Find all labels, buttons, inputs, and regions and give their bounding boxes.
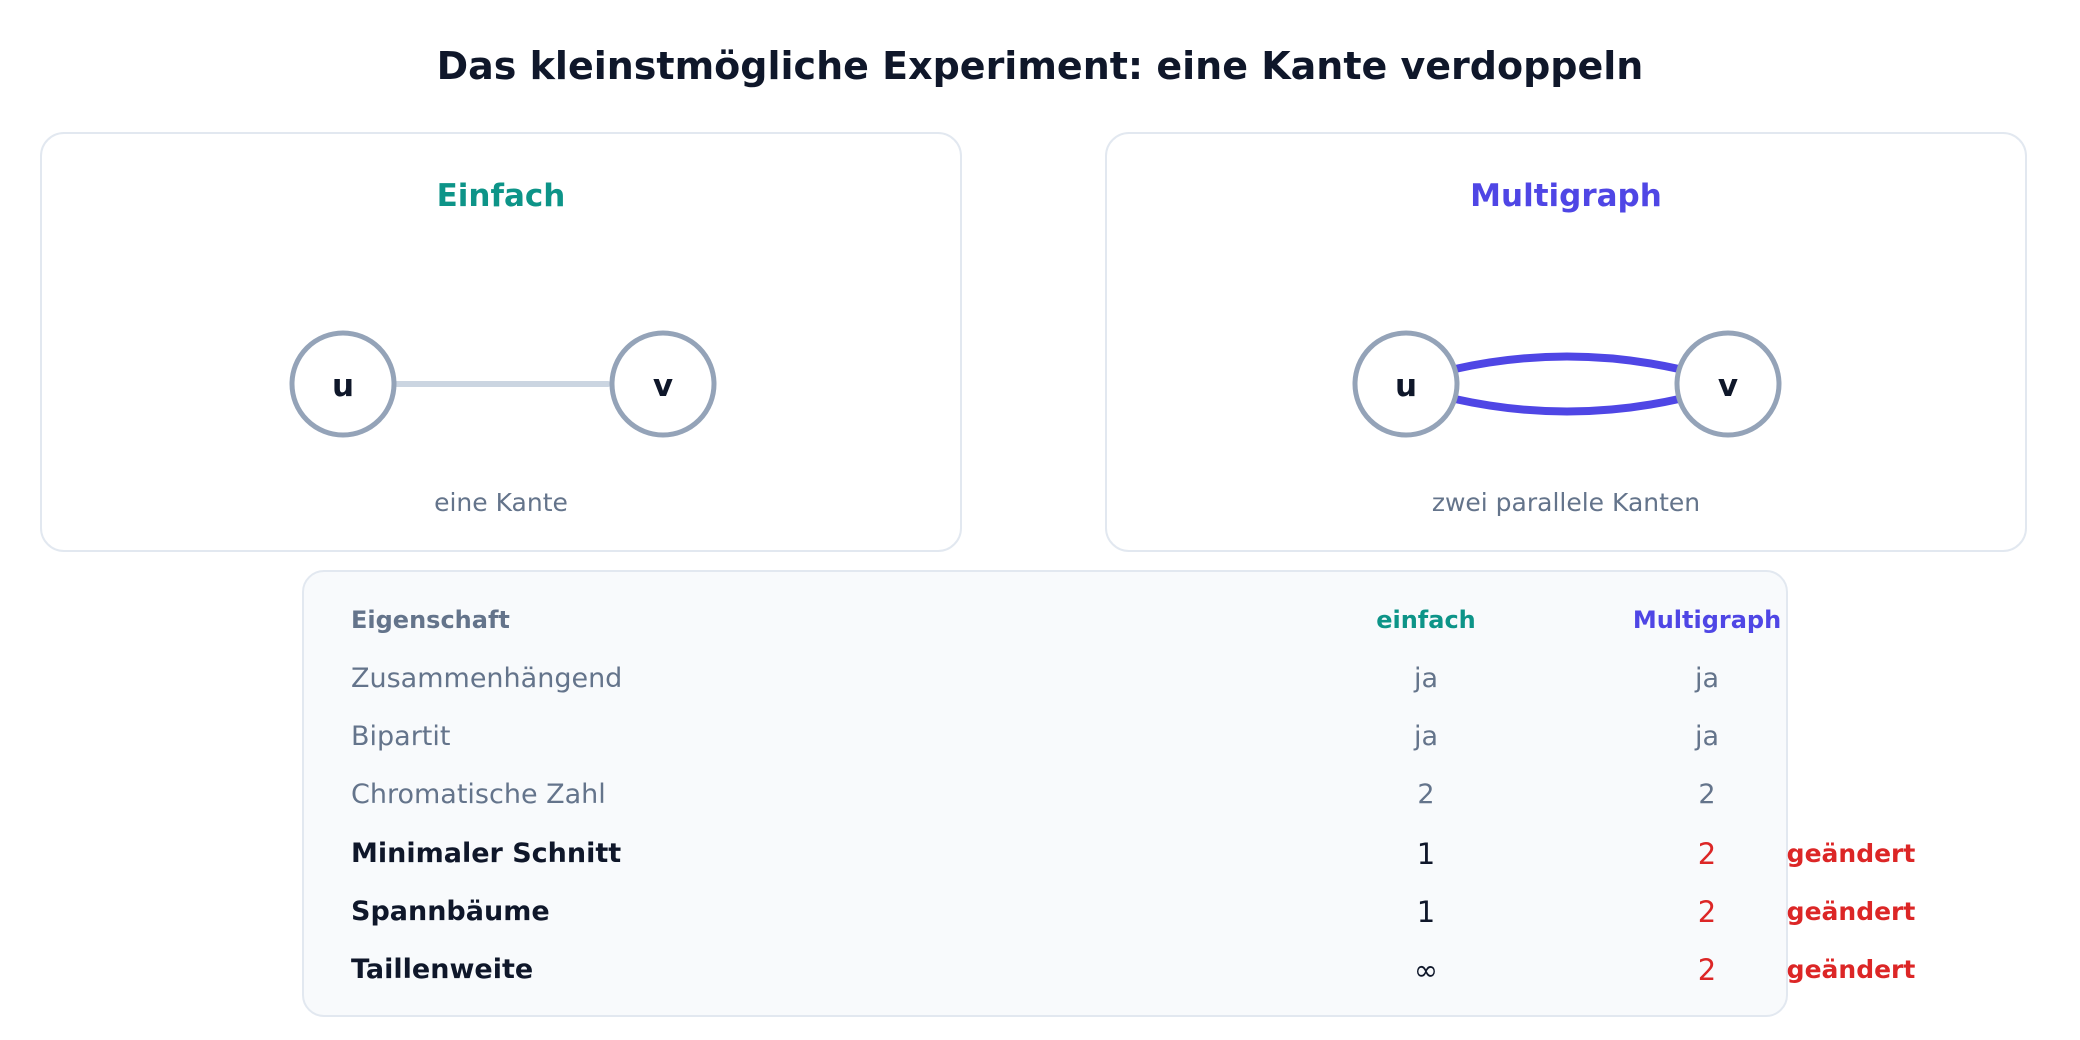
changed-badge: geändert xyxy=(1786,839,1916,868)
changed-badge: geändert xyxy=(1786,897,1916,926)
table-row: Minimaler Schnitt 1 2 geändert xyxy=(304,834,1915,874)
comparison-table: Eigenschaft einfach Multigraph Zusammenh… xyxy=(302,570,1915,1017)
row-simple-value: 2 xyxy=(1417,779,1435,810)
row-property: Taillenweite xyxy=(351,954,534,985)
multi-edge-upper xyxy=(1451,352,1683,373)
header-simple: einfach xyxy=(1376,606,1476,634)
simple-node-u-label: u xyxy=(332,368,354,404)
table-row: Zusammenhängend ja ja xyxy=(304,659,1786,699)
row-multi-value: ja xyxy=(1694,721,1720,752)
row-property: Bipartit xyxy=(351,721,451,752)
simple-panel-title: Einfach xyxy=(436,178,566,214)
simple-node-v: v xyxy=(609,330,717,438)
multigraph-caption: zwei parallele Kanten xyxy=(1431,488,1701,517)
row-property: Spannbäume xyxy=(351,896,550,927)
row-property: Chromatische Zahl xyxy=(351,779,606,810)
row-simple-value: 1 xyxy=(1416,837,1436,871)
multi-node-v-label: v xyxy=(1718,368,1738,404)
row-multi-value: 2 xyxy=(1697,953,1717,987)
row-simple-value: ja xyxy=(1413,663,1439,694)
changed-badge: geändert xyxy=(1786,955,1916,984)
row-property: Zusammenhängend xyxy=(351,663,623,694)
table-row: Spannbäume 1 2 geändert xyxy=(304,892,1915,932)
multigraph-diagram: u v xyxy=(1352,330,1782,438)
simple-graph-diagram: u v xyxy=(289,330,717,438)
simple-node-u: u xyxy=(289,330,397,438)
multi-edge-lower xyxy=(1451,395,1683,416)
multi-node-u: u xyxy=(1352,330,1460,438)
row-multi-value: ja xyxy=(1694,663,1720,694)
row-simple-value: 1 xyxy=(1416,895,1436,929)
simple-graph-panel: Einfach u v eine Kante xyxy=(40,132,962,552)
table-row: Chromatische Zahl 2 2 xyxy=(304,775,1786,815)
multi-node-u-label: u xyxy=(1395,368,1417,404)
multigraph-panel-title: Multigraph xyxy=(1470,178,1662,214)
row-multi-value: 2 xyxy=(1697,895,1717,929)
header-multigraph: Multigraph xyxy=(1632,606,1782,634)
simple-node-v-label: v xyxy=(653,368,673,404)
table-row: Bipartit ja ja xyxy=(304,717,1786,757)
multi-node-v: v xyxy=(1674,330,1782,438)
table-row: Taillenweite ∞ 2 geändert xyxy=(304,950,1915,990)
simple-caption: eine Kante xyxy=(434,488,568,517)
row-property: Minimaler Schnitt xyxy=(351,838,622,869)
header-property: Eigenschaft xyxy=(351,606,510,634)
row-simple-value: ∞ xyxy=(1413,953,1439,987)
row-multi-value: 2 xyxy=(1697,837,1717,871)
page-title: Das kleinstmögliche Experiment: eine Kan… xyxy=(436,44,1644,88)
table-header-row: Eigenschaft einfach Multigraph xyxy=(304,600,1786,640)
multigraph-panel: Multigraph u v zwei parallele Kanten xyxy=(1105,132,2027,552)
row-multi-value: 2 xyxy=(1698,779,1716,810)
row-simple-value: ja xyxy=(1413,721,1439,752)
